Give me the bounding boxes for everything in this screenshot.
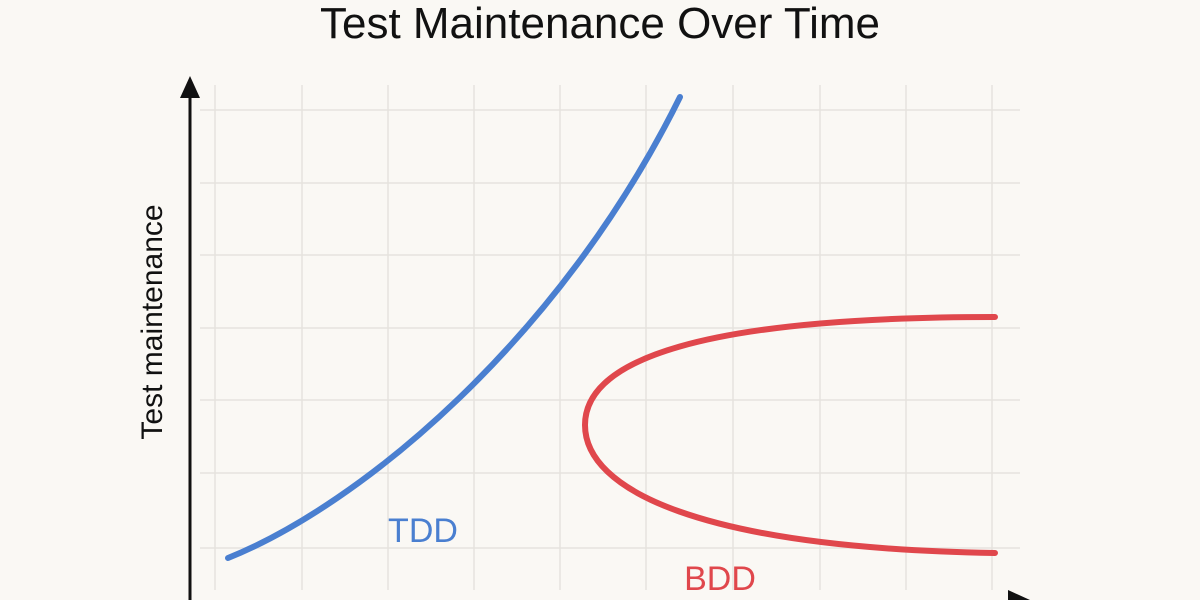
title: Test Maintenance Over Time bbox=[320, 0, 880, 48]
x-axis-arrow bbox=[1008, 590, 1030, 600]
bdd-label: BDD bbox=[684, 560, 756, 598]
bdd-curve bbox=[581, 314, 998, 556]
y-axis-label: Test maintenance bbox=[136, 204, 169, 439]
y-axis-arrow bbox=[180, 76, 200, 98]
grid bbox=[200, 85, 1020, 590]
tdd-label: TDD bbox=[388, 512, 458, 550]
tdd-curve bbox=[225, 94, 683, 561]
